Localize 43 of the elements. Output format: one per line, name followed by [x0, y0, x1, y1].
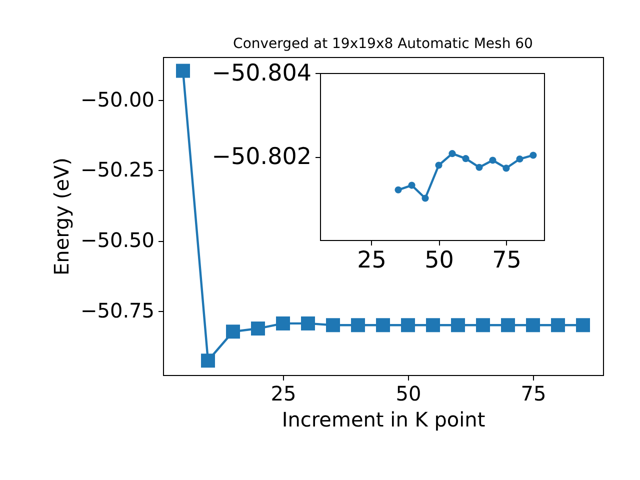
point [426, 318, 440, 332]
point [516, 155, 524, 163]
point [276, 316, 290, 330]
point [526, 318, 540, 332]
point [462, 155, 470, 162]
x-tick-label: 75 [492, 248, 522, 274]
point [201, 354, 215, 368]
point [502, 164, 510, 172]
y-tick-label: −50.00 [80, 87, 154, 112]
point [394, 186, 402, 194]
point [448, 150, 456, 158]
x-tick-label: 50 [424, 248, 454, 274]
x-tick-label: 50 [396, 382, 422, 406]
x-axis-title: Increment in K point [282, 408, 486, 432]
point [422, 194, 429, 202]
y-axis-title: Energy (eV) [49, 158, 74, 276]
point [551, 318, 565, 332]
point [476, 164, 483, 171]
point [326, 318, 340, 332]
point [176, 64, 190, 78]
point [376, 318, 390, 332]
y-tick-label: −50.804 [212, 60, 312, 86]
x-tick-label: 75 [520, 382, 546, 406]
point [489, 156, 496, 164]
y-tick-label: −50.75 [80, 298, 154, 323]
point [401, 318, 415, 332]
point [501, 318, 515, 332]
point [408, 182, 416, 189]
point [226, 324, 240, 339]
y-tick-label: −50.802 [212, 144, 312, 170]
point [435, 162, 442, 169]
point [351, 318, 365, 332]
point [576, 318, 590, 332]
y-tick-label: −50.50 [80, 228, 154, 252]
point [251, 322, 265, 336]
point [476, 318, 490, 332]
point [530, 152, 537, 159]
x-tick-label: 25 [357, 248, 386, 274]
y-tick-label: −50.25 [80, 158, 154, 182]
chart-title: Converged at 19x19x8 Automatic Mesh 60 [233, 36, 533, 52]
x-tick-label: 25 [270, 382, 296, 406]
point [451, 318, 465, 332]
point [301, 316, 315, 330]
